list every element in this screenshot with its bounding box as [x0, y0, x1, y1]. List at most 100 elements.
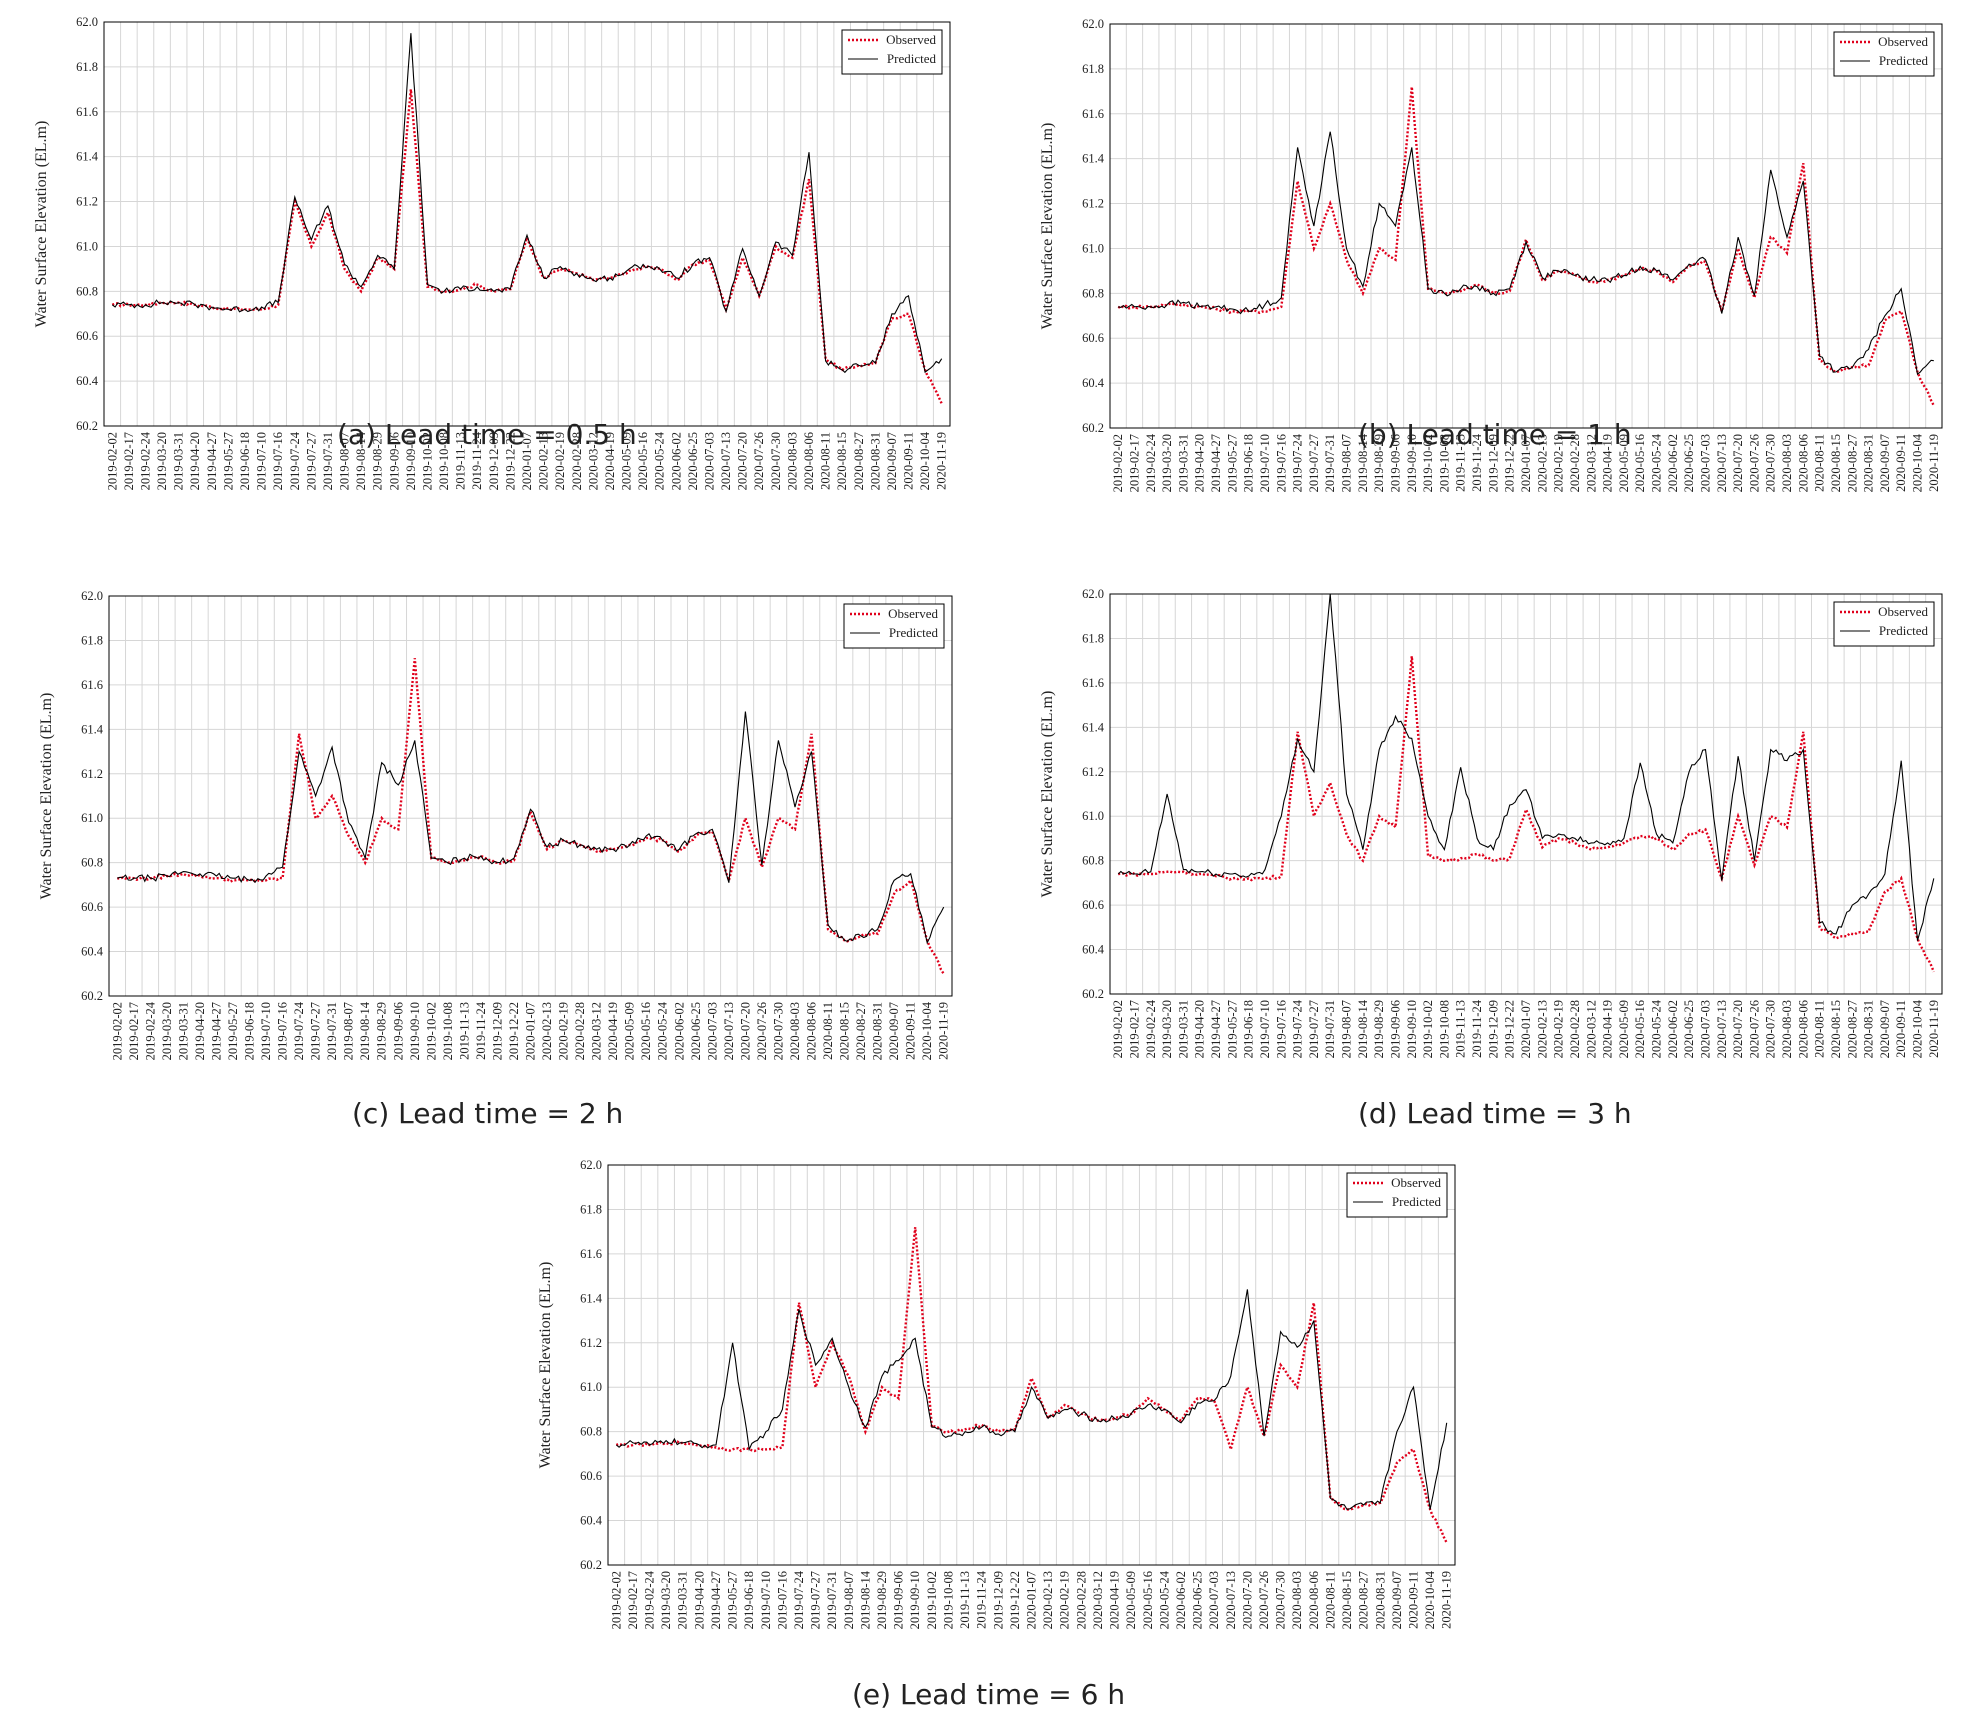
x-tick-label: 2019-09-10: [404, 432, 418, 490]
chart-d-caption: (d) Lead time = 3 h: [1358, 1097, 1632, 1130]
x-tick-label: 2020-03-12: [1091, 1571, 1105, 1629]
y-tick-label: 61.4: [580, 1291, 603, 1305]
chart-panel-c: 60.2 60.4 60.6 60.8 61.0 61.2 61.4 61.6 61.8 62.0…: [0, 570, 985, 1140]
x-tick-label: 2020-07-30: [771, 1002, 785, 1060]
x-tick-label: 2020-07-26: [1747, 1000, 1761, 1058]
x-tick-label: 2020-05-16: [1633, 1000, 1647, 1058]
x-tick-label: 2019-11-24: [975, 1570, 989, 1629]
y-tick-label: 61.0: [1082, 241, 1104, 255]
x-tick-label: 2020-05-16: [1141, 1571, 1155, 1629]
x-tick-label: 2019-07-27: [1307, 434, 1321, 492]
x-tick-label: 2019-12-22: [1503, 434, 1517, 492]
x-tick-label: 2019-03-31: [1176, 1000, 1190, 1058]
x-tick-label: 2020-08-31: [868, 432, 882, 490]
y-tick-label: 61.2: [1082, 765, 1104, 779]
legend: Observed Predicted: [841, 29, 943, 75]
x-tick-label: 2019-09-10: [408, 1002, 422, 1060]
x-tick-label: 2019-06-18: [742, 1571, 756, 1629]
x-tick-label: 2020-05-16: [639, 1002, 653, 1060]
y-tick-label: 60.6: [1082, 898, 1104, 912]
chart-panel-d: 60.2 60.4 60.6 60.8 61.0 61.2 61.4 61.6 61.8 62.0…: [985, 570, 1973, 1140]
y-tick-label: 60.2: [81, 989, 103, 1003]
x-tick-label: 2019-10-02: [420, 432, 434, 490]
x-tick-label: 2020-10-04: [918, 431, 932, 490]
x-tick-label: 2020-08-31: [1862, 434, 1876, 492]
y-axis-label: Water Surface Elevation (EL.m): [537, 1262, 554, 1469]
x-tick-label: 2019-11-24: [1470, 999, 1484, 1058]
x-tick-label: 2019-04-20: [1193, 434, 1207, 492]
x-tick-label: 2019-09-06: [1388, 434, 1402, 492]
y-tick-label: 60.4: [76, 374, 99, 388]
x-tick-label: 2020-06-02: [672, 1002, 686, 1060]
x-tick-label: 2020-02-13: [540, 1002, 554, 1060]
x-tick-label: 2019-02-24: [138, 431, 152, 490]
x-tick-label: 2019-12-09: [1486, 434, 1500, 492]
y-tick-label: 61.4: [76, 150, 99, 164]
x-tick-label: 2019-11-24: [474, 1001, 488, 1060]
x-tick-label: 2019-07-27: [809, 1571, 823, 1629]
y-axis-label: Water Surface Elevation (EL.m): [33, 121, 50, 328]
x-tick-label: 2019-06-18: [1242, 1000, 1256, 1058]
x-tick-label: 2019-07-24: [792, 1570, 806, 1629]
series-line-observed: [117, 658, 945, 975]
x-tick-label: 2020-02-13: [537, 432, 551, 490]
x-tick-label: 2020-08-03: [1290, 1571, 1304, 1629]
x-tick-label: 2020-02-19: [1552, 434, 1566, 492]
y-tick-label: 60.4: [1082, 943, 1105, 957]
x-tick-label: 2019-08-14: [1356, 999, 1370, 1058]
x-tick-label: 2019-09-10: [1405, 434, 1419, 492]
y-tick-label: 61.2: [81, 767, 103, 781]
x-tick-label: 2020-11-19: [1927, 434, 1941, 492]
x-tick-label: 2019-07-31: [1323, 1000, 1337, 1058]
x-tick-label: 2019-08-07: [342, 1002, 356, 1060]
x-tick-label: 2020-01-07: [1519, 1000, 1533, 1058]
x-tick-label: 2020-05-24: [1650, 999, 1664, 1058]
x-tick-label: 2019-08-07: [842, 1571, 856, 1629]
x-tick-label: 2019-10-02: [925, 1571, 939, 1629]
legend: Observed Predicted: [843, 603, 945, 649]
x-tick-label: 2020-06-25: [1682, 434, 1696, 492]
x-tick-label: 2019-11-13: [457, 1002, 471, 1060]
x-tick-label: 2019-04-27: [209, 1002, 223, 1060]
plot-frame: [103, 21, 951, 427]
x-tick-label: 2019-11-13: [1454, 434, 1468, 492]
x-tick-label: 2019-02-17: [122, 432, 136, 490]
y-tick-label: 60.2: [76, 419, 98, 433]
x-tick-label: 2020-02-13: [1041, 1571, 1055, 1629]
y-tick-label: 60.6: [580, 1469, 602, 1483]
x-tick-label: 2020-07-26: [1747, 434, 1761, 492]
legend: Observed Predicted: [1346, 1172, 1448, 1218]
x-tick-label: 2019-07-16: [775, 1571, 789, 1629]
x-tick-label: 2019-09-06: [387, 432, 401, 490]
x-tick-label: 2019-07-16: [1274, 434, 1288, 492]
x-tick-label: 2020-06-25: [686, 432, 700, 490]
y-tick-label: 60.4: [580, 1514, 603, 1528]
x-tick-label: 2019-08-14: [354, 431, 368, 490]
x-tick-label: 2019-08-07: [338, 432, 352, 490]
x-tick-label: 2019-09-10: [908, 1571, 922, 1629]
x-tick-label: 2019-05-27: [226, 1002, 240, 1060]
legend: Observed Predicted: [1833, 601, 1935, 647]
x-tick-label: 2019-07-10: [759, 1571, 773, 1629]
x-tick-label: 2019-07-24: [288, 431, 302, 490]
x-tick-label: 2019-11-13: [958, 1571, 972, 1629]
y-tick-label: 60.6: [81, 900, 103, 914]
x-tick-label: 2020-05-24: [653, 431, 667, 490]
x-tick-label: 2020-05-09: [1124, 1571, 1138, 1629]
x-tick-label: 2019-08-29: [375, 1002, 389, 1060]
gridlines: [1109, 593, 1943, 995]
x-tick-label: 2019-03-20: [160, 1002, 174, 1060]
x-tick-label: 2020-01-07: [520, 432, 534, 490]
x-tick-label: 2019-07-24: [1291, 433, 1305, 492]
chart-panel-e: 60.2 60.4 60.6 60.8 61.0 61.2 61.4 61.6 61.8 62.0…: [500, 1140, 1485, 1728]
x-tick-label: 2020-07-30: [769, 432, 783, 490]
x-tick-label: 2019-07-31: [825, 1571, 839, 1629]
x-tick-label: 2020-04-19: [1108, 1571, 1122, 1629]
plot-frame: [108, 595, 953, 997]
x-tick-label: 2020-08-11: [1813, 1000, 1827, 1058]
x-tick-label: 2019-02-17: [1127, 1000, 1141, 1058]
legend-label-predicted: Predicted: [887, 51, 937, 66]
chart-panel-a: 60.2 60.4 60.6 60.8 61.0 61.2 61.4 61.6 61.8 62.0…: [0, 0, 985, 490]
x-tick-label: 2020-02-13: [1535, 1000, 1549, 1058]
x-tick-label: 2019-02-02: [105, 432, 119, 490]
